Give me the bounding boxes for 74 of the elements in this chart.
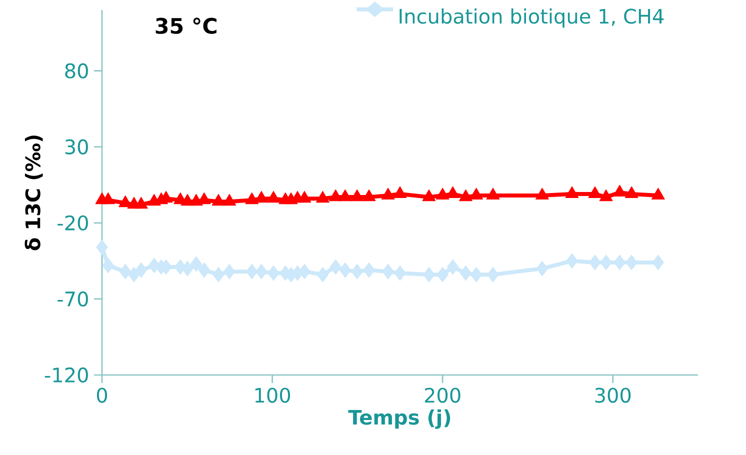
x-tick-label: 100 — [255, 388, 290, 403]
point — [362, 189, 376, 202]
x-tick-label: 0 — [96, 388, 108, 403]
point — [487, 266, 499, 282]
point — [256, 264, 268, 280]
point — [651, 188, 665, 200]
point — [446, 186, 460, 198]
point — [134, 197, 148, 209]
point — [222, 194, 236, 206]
point — [624, 186, 638, 198]
point — [128, 266, 140, 282]
point — [381, 188, 395, 200]
point — [626, 254, 638, 270]
y-axis-title: δ 13C (‰) — [24, 136, 43, 250]
y-tick-label: -20 — [58, 215, 88, 230]
legend-label: Incubation biotique 1, CH4 — [400, 8, 664, 28]
point — [224, 264, 236, 280]
y-tick-label: 30 — [65, 139, 88, 154]
point — [600, 254, 612, 270]
point — [588, 186, 602, 198]
point — [460, 265, 472, 281]
point — [328, 189, 342, 202]
point — [182, 260, 194, 276]
x-axis-title: Temps (j) — [348, 409, 450, 429]
point — [119, 264, 132, 280]
point — [393, 186, 407, 198]
point — [459, 189, 472, 202]
point — [536, 188, 549, 200]
point — [612, 184, 626, 197]
point — [363, 262, 375, 278]
point — [423, 266, 435, 282]
point — [246, 264, 258, 280]
point — [422, 189, 436, 202]
point — [599, 189, 613, 202]
point — [486, 188, 500, 200]
point — [190, 256, 202, 272]
point — [316, 266, 329, 282]
point — [298, 264, 310, 280]
point — [436, 266, 448, 282]
point — [652, 254, 664, 270]
point — [266, 190, 280, 203]
point — [446, 259, 459, 275]
point — [394, 265, 406, 281]
chart-title: 35 °C — [156, 18, 216, 34]
y-tick-label: -70 — [58, 291, 88, 307]
point — [338, 189, 352, 202]
point — [470, 188, 483, 200]
x-tick-label: 200 — [424, 388, 460, 403]
point — [614, 254, 626, 270]
point — [212, 266, 224, 282]
y-tick-label: 80 — [65, 63, 88, 78]
point — [339, 262, 352, 278]
point — [135, 262, 148, 278]
point — [298, 190, 312, 203]
point — [382, 264, 394, 280]
point — [268, 265, 280, 281]
point — [198, 262, 210, 278]
point — [245, 192, 259, 204]
point — [316, 190, 330, 203]
point — [589, 254, 601, 270]
point — [470, 266, 482, 282]
point — [350, 189, 364, 202]
point — [566, 253, 578, 269]
y-tick-label: -120 — [44, 367, 88, 383]
point — [102, 258, 114, 274]
point — [536, 260, 548, 276]
x-tick-label: 300 — [595, 388, 631, 403]
point — [330, 259, 342, 275]
point — [96, 240, 108, 255]
point — [212, 194, 226, 206]
point — [351, 264, 363, 280]
point — [436, 188, 450, 200]
point — [101, 192, 115, 204]
point — [565, 186, 579, 198]
